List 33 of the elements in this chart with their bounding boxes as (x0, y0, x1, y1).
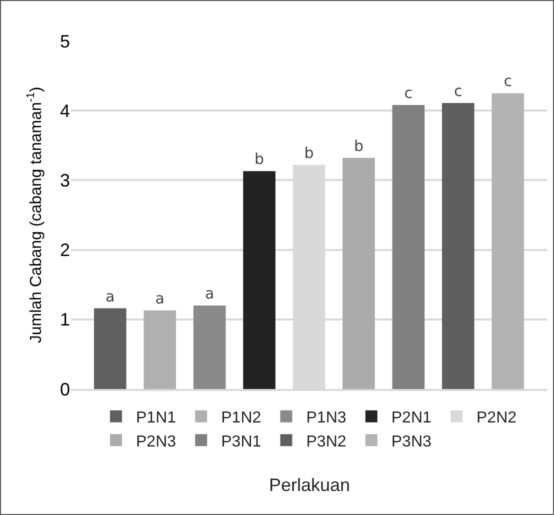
y-tick-label: 0 (60, 379, 70, 400)
bar (492, 93, 524, 389)
data-label: c (504, 72, 512, 90)
legend-label: P1N2 (221, 410, 262, 427)
legend-label: P3N2 (306, 433, 346, 450)
data-label: c (404, 84, 413, 102)
legend-label: P2N2 (476, 410, 517, 427)
data-label: c (454, 82, 462, 100)
data-label: b (254, 150, 264, 168)
data-label: a (204, 284, 214, 302)
legend-label: P3N3 (391, 433, 432, 450)
y-tick-label: 5 (60, 31, 70, 52)
legend-label: P1N3 (306, 410, 346, 427)
data-label: b (354, 136, 364, 155)
bar (193, 305, 226, 389)
data-label: a (155, 289, 164, 308)
bar (442, 102, 474, 389)
legend-label: P3N1 (221, 433, 262, 450)
data-label: b (304, 144, 314, 162)
legend-label: P2N1 (391, 410, 432, 427)
legend-label: P2N3 (136, 433, 176, 450)
bar (392, 105, 425, 389)
y-tick-label: 1 (60, 310, 70, 330)
y-tick-label: 2 (60, 240, 70, 260)
y-tick-label: 4 (60, 100, 70, 121)
bar (94, 308, 126, 389)
legend-label: P1N1 (136, 410, 176, 427)
bar (342, 158, 375, 389)
y-tick-label: 3 (60, 170, 70, 190)
bar (144, 310, 176, 389)
bar (243, 171, 276, 389)
x-axis-title: Perlakuan (269, 475, 350, 495)
data-label: a (106, 287, 115, 306)
